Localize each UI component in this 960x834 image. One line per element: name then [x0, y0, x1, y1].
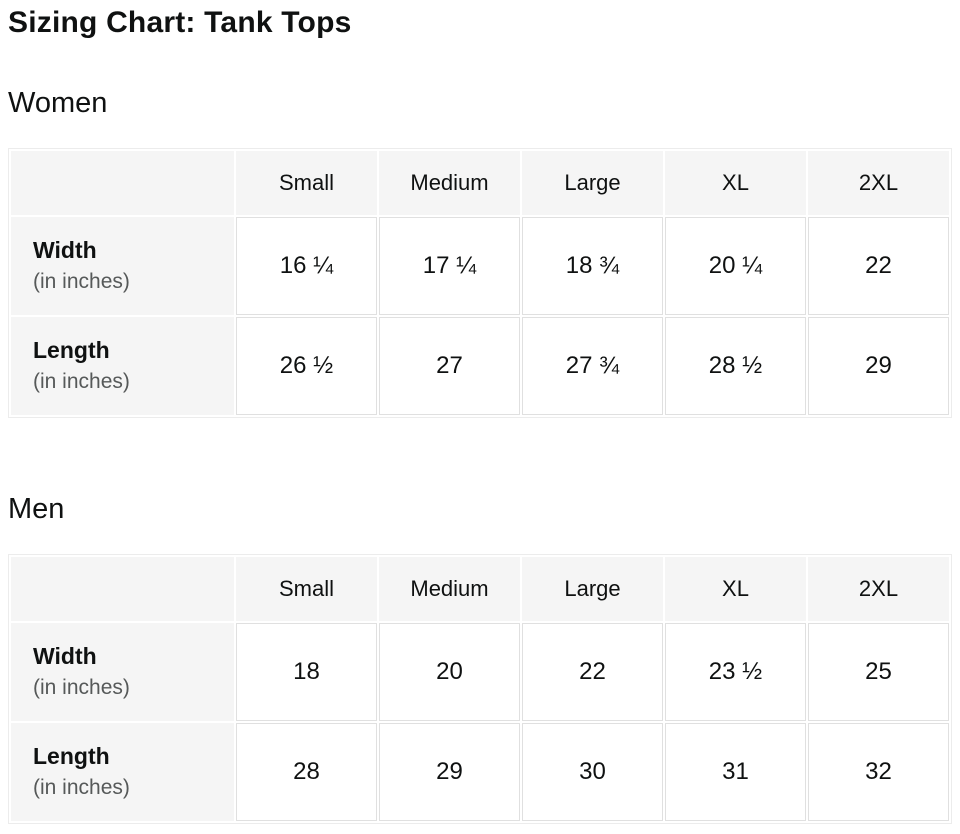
- section-heading-women: Women: [8, 87, 108, 119]
- women-corner-cell: [11, 151, 234, 215]
- value-cell: 29: [379, 723, 520, 821]
- men-header-row: Small Medium Large XL 2XL: [11, 557, 949, 621]
- women-width-row: Width (in inches) 16 ¼ 17 ¼ 18 ¾ 20 ¼ 22: [11, 217, 949, 315]
- value-cell: 18 ¾: [522, 217, 663, 315]
- women-length-row-header: Length (in inches): [11, 317, 234, 415]
- value-cell: 25: [808, 623, 949, 721]
- men-corner-cell: [11, 557, 234, 621]
- section-heading-men: Men: [8, 493, 65, 525]
- row-label: Width: [33, 237, 97, 263]
- men-width-row-header: Width (in inches): [11, 623, 234, 721]
- women-col-header-large: Large: [522, 151, 663, 215]
- value-cell: 28: [236, 723, 377, 821]
- women-width-row-header: Width (in inches): [11, 217, 234, 315]
- value-cell: 28 ½: [665, 317, 806, 415]
- row-sublabel: (in inches): [33, 370, 130, 393]
- women-col-header-2xl: 2XL: [808, 151, 949, 215]
- women-header-row: Small Medium Large XL 2XL: [11, 151, 949, 215]
- value-cell: 31: [665, 723, 806, 821]
- men-col-header-medium: Medium: [379, 557, 520, 621]
- page-title: Sizing Chart: Tank Tops: [8, 6, 352, 39]
- men-length-row: Length (in inches) 28 29 30 31 32: [11, 723, 949, 821]
- value-cell: 29: [808, 317, 949, 415]
- value-cell: 23 ½: [665, 623, 806, 721]
- men-length-row-header: Length (in inches): [11, 723, 234, 821]
- row-label: Length: [33, 337, 110, 363]
- men-size-table: Small Medium Large XL 2XL Width (in inch…: [8, 554, 952, 824]
- row-label: Length: [33, 743, 110, 769]
- value-cell: 22: [808, 217, 949, 315]
- value-cell: 20 ¼: [665, 217, 806, 315]
- row-label: Width: [33, 643, 97, 669]
- men-col-header-xl: XL: [665, 557, 806, 621]
- value-cell: 18: [236, 623, 377, 721]
- women-col-header-small: Small: [236, 151, 377, 215]
- row-sublabel: (in inches): [33, 776, 130, 799]
- women-length-row: Length (in inches) 26 ½ 27 27 ¾ 28 ½ 29: [11, 317, 949, 415]
- value-cell: 27: [379, 317, 520, 415]
- men-width-row: Width (in inches) 18 20 22 23 ½ 25: [11, 623, 949, 721]
- value-cell: 26 ½: [236, 317, 377, 415]
- value-cell: 30: [522, 723, 663, 821]
- women-col-header-medium: Medium: [379, 151, 520, 215]
- row-sublabel: (in inches): [33, 676, 130, 699]
- value-cell: 17 ¼: [379, 217, 520, 315]
- value-cell: 16 ¼: [236, 217, 377, 315]
- value-cell: 20: [379, 623, 520, 721]
- women-col-header-xl: XL: [665, 151, 806, 215]
- men-col-header-large: Large: [522, 557, 663, 621]
- value-cell: 22: [522, 623, 663, 721]
- men-col-header-2xl: 2XL: [808, 557, 949, 621]
- men-col-header-small: Small: [236, 557, 377, 621]
- value-cell: 32: [808, 723, 949, 821]
- women-size-table: Small Medium Large XL 2XL Width (in inch…: [8, 148, 952, 418]
- value-cell: 27 ¾: [522, 317, 663, 415]
- row-sublabel: (in inches): [33, 270, 130, 293]
